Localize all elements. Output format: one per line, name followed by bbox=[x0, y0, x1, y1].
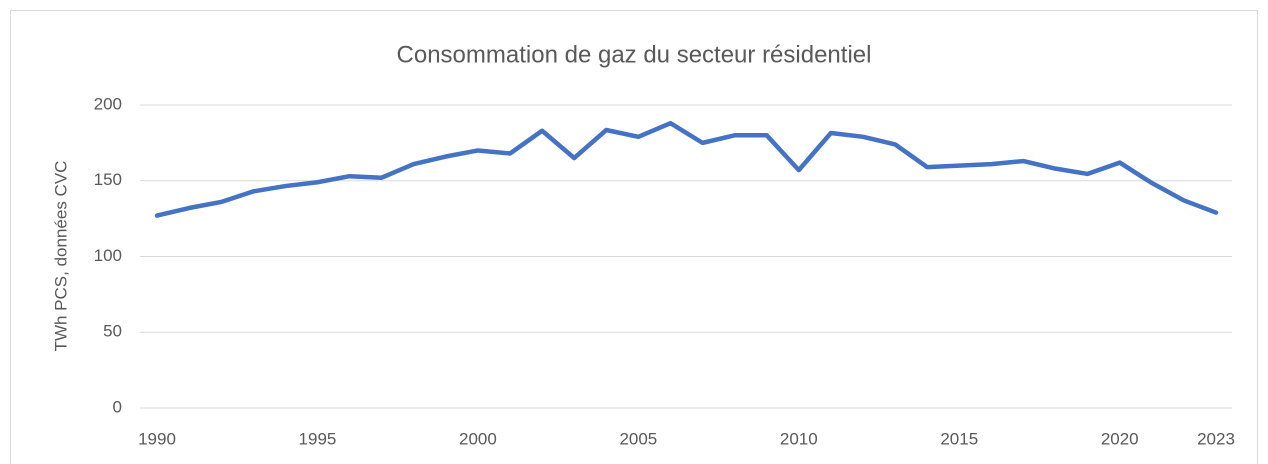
y-axis-label: TWh PCS, données CVC bbox=[51, 161, 70, 352]
chart-border bbox=[10, 10, 1258, 464]
x-tick-label: 2023 bbox=[1197, 429, 1235, 448]
x-tick-label: 2000 bbox=[459, 429, 497, 448]
x-tick-label: 2020 bbox=[1101, 429, 1139, 448]
y-tick-label: 150 bbox=[94, 170, 122, 189]
x-tick-label: 1995 bbox=[299, 429, 337, 448]
y-tick-label: 0 bbox=[113, 397, 122, 416]
y-tick-label: 50 bbox=[103, 322, 122, 341]
chart-title: Consommation de gaz du secteur résidenti… bbox=[397, 41, 872, 68]
y-tick-label: 100 bbox=[94, 246, 122, 265]
x-tick-label: 2005 bbox=[619, 429, 657, 448]
x-tick-label: 1990 bbox=[138, 429, 176, 448]
y-tick-label: 200 bbox=[94, 94, 122, 113]
x-tick-label: 2010 bbox=[780, 429, 818, 448]
data-line bbox=[154, 120, 1219, 218]
x-tick-label: 2015 bbox=[940, 429, 978, 448]
